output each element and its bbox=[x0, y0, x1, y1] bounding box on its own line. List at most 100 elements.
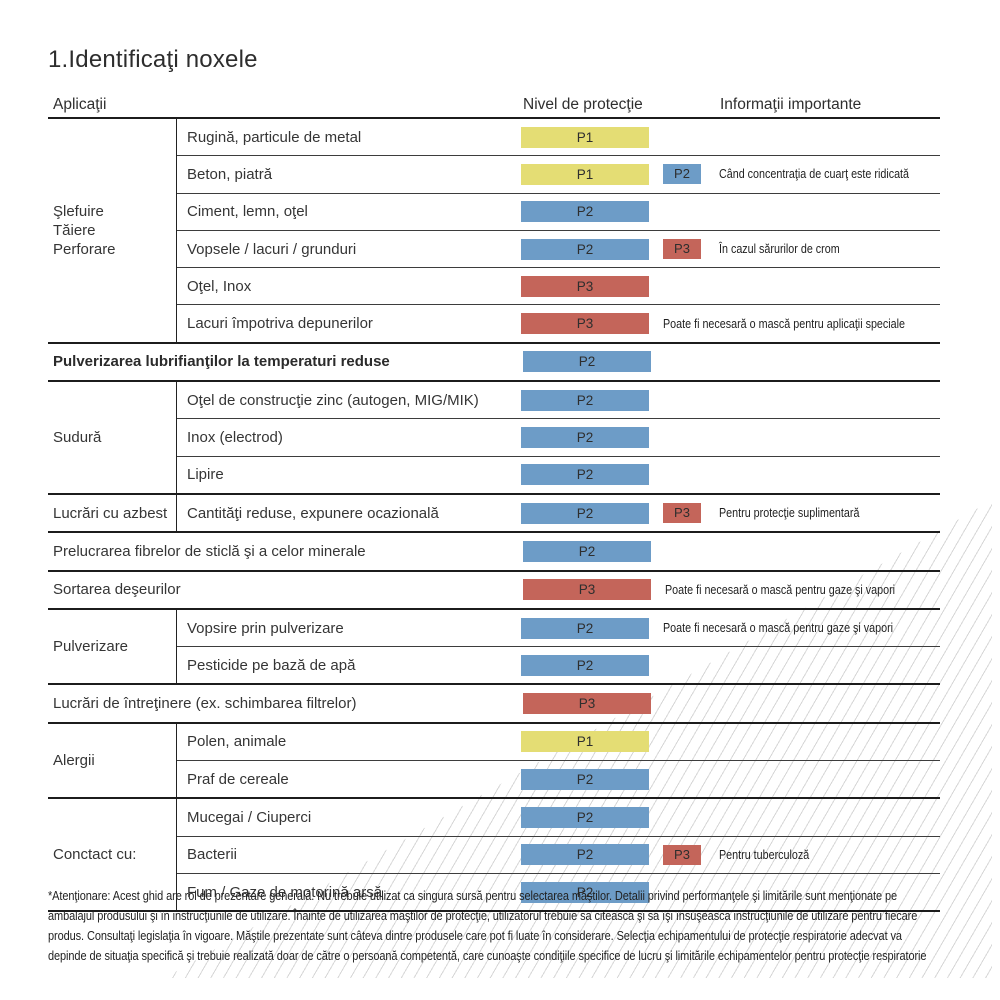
protection-badge-primary: P2 bbox=[521, 502, 649, 524]
footnote-wrap: *Atenţionare: Acest ghid are rol de prez… bbox=[48, 886, 940, 966]
application-row: Lacuri împotriva depunerilor P3 Poate fi n… bbox=[177, 304, 940, 341]
application-row: Inox (electrod) P2 bbox=[177, 418, 940, 455]
protection-slot: P2 bbox=[521, 874, 940, 910]
important-info-note: Pentru protecţie suplimentară bbox=[719, 506, 860, 521]
section-rows: Lucrări de întreţinere (ex. schimbarea f… bbox=[48, 685, 940, 721]
category-cell: Şlefuire Tăiere Perforare bbox=[48, 119, 177, 342]
protection-slot: P2 bbox=[521, 799, 940, 835]
important-info-note: Poate fi necesară o mască pentru aplicaţ… bbox=[663, 316, 906, 331]
protection-badge-primary: P2 bbox=[521, 617, 649, 639]
application-label: Prelucrarea fibrelor de sticlă şi a celo… bbox=[53, 542, 366, 560]
application-row: Oţel de construcţie zinc (autogen, MIG/M… bbox=[177, 382, 940, 418]
application-label: Oţel, Inox bbox=[187, 277, 252, 295]
application-row: Rugină, particule de metal P1 bbox=[177, 119, 940, 155]
table-section: Conctact cu: Mucegai / Ciuperci P2 Bacterii… bbox=[48, 799, 940, 913]
protection-badge-primary: P2 bbox=[523, 351, 651, 373]
protection-slot: P2 bbox=[523, 344, 940, 380]
application-label: Sortarea deşeurilor bbox=[53, 581, 181, 599]
table-section: Sortarea deşeurilor P3 Poate fi necesară o… bbox=[48, 572, 940, 610]
protection-slot: P2 bbox=[521, 194, 940, 230]
protection-badge-primary: P3 bbox=[523, 579, 651, 601]
protection-badge-primary: P2 bbox=[521, 201, 649, 223]
protection-slot: P3 bbox=[523, 685, 940, 721]
protection-slot: P2 P3 În cazul sărurilor de crom bbox=[521, 231, 940, 267]
protection-slot: P1 bbox=[521, 119, 940, 155]
category-cell: Sudură bbox=[48, 382, 177, 493]
category-cell: Conctact cu: bbox=[48, 799, 177, 911]
table-section: Lucrări cu azbest Cantităţi reduse, expun… bbox=[48, 494, 940, 534]
table-section: Şlefuire Tăiere Perforare Rugină, particu… bbox=[48, 119, 940, 344]
protection-badge-primary: P2 bbox=[521, 238, 649, 260]
section-rows: Cantităţi reduse, expunere ocazională P2 P… bbox=[177, 495, 940, 531]
protection-badge-primary: P2 bbox=[521, 464, 649, 486]
protection-slot: P2 bbox=[521, 382, 940, 418]
column-header-important-info: Informaţii importante bbox=[720, 96, 862, 113]
column-header-protection-level: Nivel de protecţie bbox=[523, 96, 643, 113]
protection-badge-primary: P2 bbox=[521, 654, 649, 676]
protection-badge-primary: P2 bbox=[521, 768, 649, 790]
important-info-note: Poate fi necesară o mască pentru gaze şi… bbox=[665, 582, 896, 597]
application-row: Cantităţi reduse, expunere ocazională P2 P… bbox=[177, 495, 940, 531]
protection-slot: P3 Poate fi necesară o mască pentru gaze … bbox=[523, 572, 940, 608]
application-label: Fum / Gaze de motorină arsă bbox=[187, 883, 383, 901]
table-section: Alergii Polen, animale P1 Praf de cereale P2 bbox=[48, 723, 940, 800]
protection-badge-secondary: P2 bbox=[663, 164, 701, 185]
application-label: Vopsire prin pulverizare bbox=[187, 619, 344, 637]
protection-badge-primary: P2 bbox=[521, 427, 649, 449]
application-row: Ciment, lemn, oţel P2 bbox=[177, 192, 940, 230]
section-rows: Prelucrarea fibrelor de sticlă şi a celo… bbox=[48, 533, 940, 569]
application-label: Polen, animale bbox=[187, 733, 287, 751]
application-label: Oţel de construcţie zinc (autogen, MIG/M… bbox=[187, 391, 479, 409]
application-label: Lipire bbox=[187, 466, 224, 484]
table-section: Sudură Oţel de construcţie zinc (autogen,… bbox=[48, 382, 940, 495]
column-header-applications: Aplicaţii bbox=[53, 96, 107, 113]
application-row: Lipire P2 bbox=[177, 455, 940, 493]
protection-badge-primary: P2 bbox=[523, 540, 651, 562]
protection-slot: P2 bbox=[521, 419, 940, 455]
important-info-note: Pentru tuberculoză bbox=[719, 847, 810, 862]
important-info-note: Poate fi necesară o mască pentru gaze şi… bbox=[663, 621, 894, 635]
application-label: Mucegai / Ciuperci bbox=[187, 808, 312, 826]
protection-badge-primary: P3 bbox=[523, 693, 651, 715]
category-cell: Lucrări cu azbest bbox=[48, 494, 177, 532]
protection-slot: P2 bbox=[521, 761, 940, 797]
application-row: Beton, piatră P1 P2 Când concentraţia de cu… bbox=[177, 155, 940, 192]
application-row: Oţel, Inox P3 bbox=[177, 267, 940, 304]
application-label: Beton, piatră bbox=[187, 165, 273, 183]
section-rows: Sortarea deşeurilor P3 Poate fi necesară o… bbox=[48, 572, 940, 608]
application-row: Vopsele / lacuri / grunduri P2 P3 În cazul … bbox=[177, 229, 940, 267]
protection-slot: P3 bbox=[521, 268, 940, 304]
protection-badge-primary: P1 bbox=[521, 163, 649, 185]
protection-table: Şlefuire Tăiere Perforare Rugină, particu… bbox=[48, 117, 940, 913]
application-row: Bacterii P2 P3 Pentru tuberculoză bbox=[177, 835, 940, 873]
protection-slot: P1 bbox=[521, 724, 940, 760]
footnote: *Atenţionare: Acest ghid are rol de prez… bbox=[48, 888, 927, 963]
section-rows: Vopsire prin pulverizare P2 Poate fi neces… bbox=[177, 610, 940, 684]
application-row: Lucrări de întreţinere (ex. schimbarea f… bbox=[48, 685, 940, 721]
protection-badge-primary: P1 bbox=[521, 731, 649, 753]
protection-slot: P2 bbox=[521, 647, 940, 683]
application-row: Vopsire prin pulverizare P2 Poate fi neces… bbox=[177, 610, 940, 646]
table-section: Lucrări de întreţinere (ex. schimbarea f… bbox=[48, 685, 940, 724]
protection-badge-primary: P2 bbox=[521, 389, 649, 411]
application-row: Pulverizarea lubrifianţilor la temperatu… bbox=[48, 344, 940, 380]
protection-badge-primary: P3 bbox=[521, 313, 649, 335]
application-label: Lacuri împotriva depunerilor bbox=[187, 315, 373, 333]
important-info-note: În cazul sărurilor de crom bbox=[719, 242, 840, 257]
protection-slot: P2 P3 Pentru tuberculoză bbox=[521, 837, 940, 873]
application-label: Praf de cereale bbox=[187, 770, 289, 788]
application-label: Pesticide pe bază de apă bbox=[187, 656, 356, 674]
application-row: Polen, animale P1 bbox=[177, 724, 940, 760]
protection-badge-primary: P1 bbox=[521, 126, 649, 148]
protection-slot: P2 P3 Pentru protecţie suplimentară bbox=[521, 495, 940, 531]
section-rows: Mucegai / Ciuperci P2 Bacterii P2 P3 Pentru t… bbox=[177, 799, 940, 910]
application-label: Ciment, lemn, oţel bbox=[187, 203, 308, 221]
important-info-note: Când concentraţia de cuarţ este ridicată bbox=[719, 167, 910, 182]
section-rows: Oţel de construcţie zinc (autogen, MIG/M… bbox=[177, 382, 940, 493]
protection-slot: P1 P2 Când concentraţia de cuarţ este ridi… bbox=[521, 156, 940, 192]
application-row: Pesticide pe bază de apă P2 bbox=[177, 646, 940, 683]
protection-badge-primary: P2 bbox=[521, 881, 649, 903]
application-label: Vopsele / lacuri / grunduri bbox=[187, 240, 357, 258]
application-label: Cantităţi reduse, expunere ocazională bbox=[187, 504, 439, 522]
